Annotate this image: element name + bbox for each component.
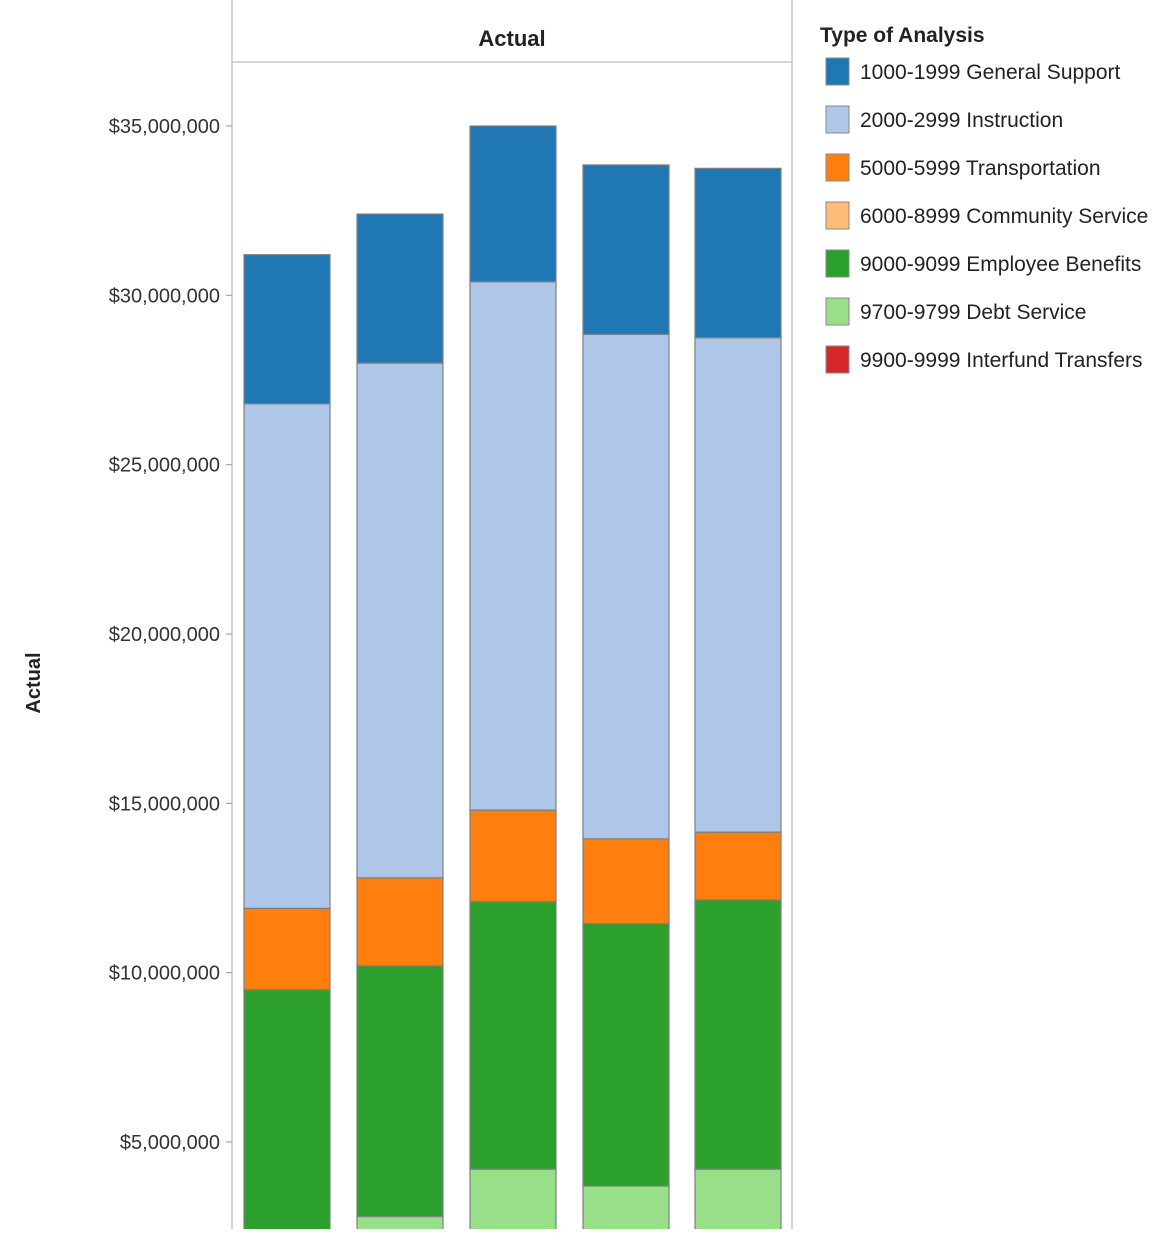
bar-stack: 9000-9099 Employee Benefits5000-5999 Tra… [243,254,331,1232]
legend-label: 9900-9999 Interfund Transfers [860,349,1143,372]
bar-segment: 2000-2999 Instruction [582,333,670,840]
bar-segment: 1000-1999 General Support [694,167,782,339]
legend-swatch [825,105,850,134]
bar-segment: 1000-1999 General Support [356,213,444,364]
legend-label: 5000-5999 Transportation [860,157,1101,180]
y-tick-label: $15,000,000 [109,793,220,815]
bar-segment: 9000-9099 Employee Benefits [582,922,670,1187]
legend-label: 9000-9099 Employee Benefits [860,253,1141,276]
bar-layer: 9000-9099 Employee Benefits5000-5999 Tra… [243,125,782,1232]
legend-label: 9700-9799 Debt Service [860,301,1086,324]
bar-segment: 2000-2999 Instruction [469,281,557,811]
y-tick-label: $25,000,000 [109,455,220,477]
legend: Type of Analysis 1000-1999 General Suppo… [820,24,1148,374]
bar-segment: 1000-1999 General Support [469,125,557,283]
y-tick-label: $10,000,000 [109,963,220,985]
bar-segment: 5000-5999 Transportation [243,907,331,991]
bar-segment: 9000-9099 Employee Benefits [469,900,557,1170]
bar-segment: 9000-9099 Employee Benefits [356,965,444,1218]
bar-segment: 2000-2999 Instruction [356,362,444,879]
bar-segment: 9700-9799 Debt Service [469,1168,557,1232]
y-tick-label: $35,000,000 [109,116,220,138]
legend-swatch [825,249,850,278]
bar-segment: 5000-5999 Transportation [694,831,782,901]
bar-segment: 9700-9799 Debt Service [582,1185,670,1232]
bar-segment: 9000-9099 Employee Benefits [243,988,331,1232]
y-axis-label: Actual [23,652,45,713]
bar-segment: 2000-2999 Instruction [243,403,331,909]
bar-segment: 1000-1999 General Support [243,254,331,405]
y-tick-label: $5,000,000 [120,1132,220,1154]
bar-segment: 1000-1999 General Support [582,164,670,335]
legend-swatch [825,345,850,374]
bar-segment: 9000-9099 Employee Benefits [694,899,782,1170]
legend-swatch [825,57,850,86]
bar-segment: 5000-5999 Transportation [356,877,444,967]
panel-title: Actual [478,26,545,51]
bar-segment: 2000-2999 Instruction [694,337,782,833]
y-tick-label: $20,000,000 [109,624,220,646]
bar-segment: 9700-9799 Debt Service [694,1168,782,1232]
legend-swatch [825,201,850,230]
bar-segment: 5000-5999 Transportation [582,838,670,925]
bar-segment: 5000-5999 Transportation [469,809,557,903]
legend-swatch [825,297,850,326]
legend-label: 1000-1999 General Support [860,61,1121,84]
bar-segment: 9700-9799 Debt Service [356,1215,444,1232]
chart-panel: Actual [231,0,793,1229]
y-tick-label: $30,000,000 [109,285,220,307]
legend-swatch [825,153,850,182]
legend-label: 6000-8999 Community Service [860,205,1148,228]
y-axis-ticks: $5,000,000 $10,000,000 $15,000,000 $20,000,… [109,116,232,1154]
legend-label: 2000-2999 Instruction [860,109,1063,132]
legend-title: Type of Analysis [820,24,985,47]
